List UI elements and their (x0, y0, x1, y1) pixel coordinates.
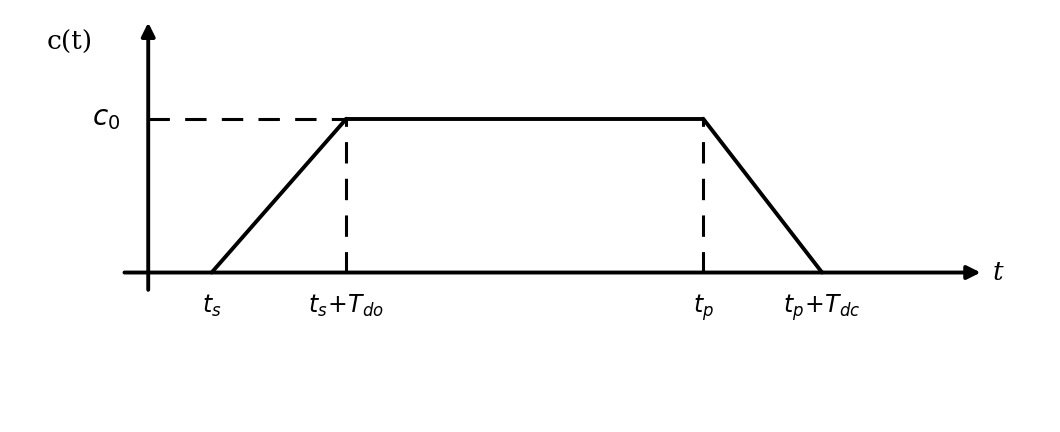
Text: t: t (992, 260, 1003, 285)
Text: $c_0$: $c_0$ (92, 105, 121, 132)
Text: $t_s\!+\!T_{do}$: $t_s\!+\!T_{do}$ (308, 293, 385, 319)
Text: $t_s$: $t_s$ (201, 293, 222, 319)
Text: c(t): c(t) (47, 30, 92, 55)
Text: $t_p$: $t_p$ (692, 293, 713, 324)
Text: $t_p\!+\!T_{dc}$: $t_p\!+\!T_{dc}$ (783, 293, 861, 324)
